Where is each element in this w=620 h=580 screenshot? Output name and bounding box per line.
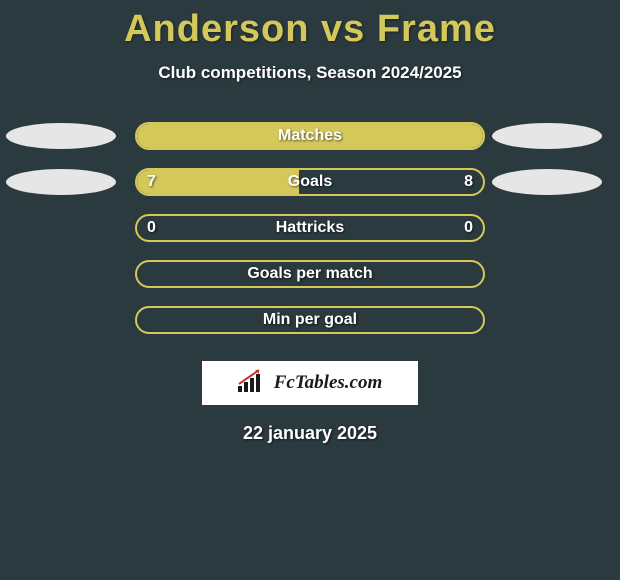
- logo-box: FcTables.com: [202, 361, 418, 405]
- bar-fill: [137, 170, 299, 194]
- stat-bar: Min per goal: [135, 306, 485, 334]
- stat-label: Hattricks: [276, 219, 344, 237]
- stat-label: Goals: [288, 173, 332, 191]
- stat-row: 7 8 Goals: [0, 159, 620, 205]
- right-value: 8: [464, 173, 473, 191]
- right-ellipse: [492, 169, 602, 195]
- left-ellipse: [6, 169, 116, 195]
- page-title: Anderson vs Frame: [0, 0, 620, 51]
- right-ellipse: [492, 123, 602, 149]
- stat-row: Min per goal: [0, 297, 620, 343]
- stat-row: Matches: [0, 113, 620, 159]
- bar-chart-icon: [238, 368, 268, 399]
- stat-row: Goals per match: [0, 251, 620, 297]
- footer-date: 22 january 2025: [0, 423, 620, 444]
- stat-label: Min per goal: [263, 311, 357, 329]
- left-value: 0: [147, 219, 156, 237]
- stat-bar: Goals per match: [135, 260, 485, 288]
- stat-row: 0 0 Hattricks: [0, 205, 620, 251]
- left-ellipse: [6, 123, 116, 149]
- right-value: 0: [464, 219, 473, 237]
- stat-bar: 0 0 Hattricks: [135, 214, 485, 242]
- stat-bar: Matches: [135, 122, 485, 150]
- logo-text: FcTables.com: [274, 372, 383, 394]
- left-value: 7: [147, 173, 156, 191]
- stat-label: Matches: [278, 127, 342, 145]
- stat-bar: 7 8 Goals: [135, 168, 485, 196]
- stat-label: Goals per match: [247, 265, 372, 283]
- stats-container: Matches 7 8 Goals 0 0 Hattricks Goals per match…: [0, 113, 620, 343]
- page-subtitle: Club competitions, Season 2024/2025: [0, 63, 620, 83]
